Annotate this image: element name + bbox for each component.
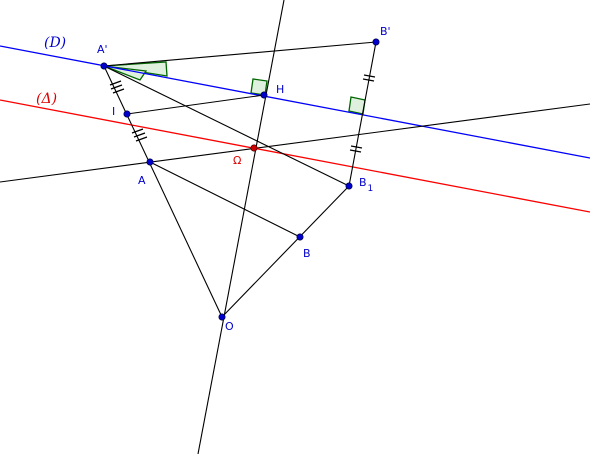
tick-marks-aprime-i — [109, 80, 125, 94]
line-through-omega — [0, 103, 590, 183]
point-b-prime — [372, 38, 380, 46]
point-h — [260, 91, 268, 99]
label-line-delta: (Δ) — [36, 91, 57, 107]
label-b1: B1 — [359, 176, 373, 194]
segment-bprime-b1 — [348, 41, 377, 187]
label-b1-subscript: 1 — [368, 184, 374, 194]
segment-aprime-o — [103, 65, 223, 318]
point-i — [123, 110, 131, 118]
right-angle-mark-h — [250, 78, 268, 96]
angle-mark-small — [103, 65, 148, 81]
line-d — [0, 45, 590, 159]
segment-i-h — [126, 94, 265, 115]
point-o — [218, 313, 226, 321]
point-omega — [250, 144, 258, 152]
point-b — [296, 233, 304, 241]
label-h: H — [276, 83, 284, 96]
label-b: B — [303, 247, 311, 260]
label-a: A — [138, 174, 146, 187]
label-a-prime: A' — [97, 43, 108, 56]
segment-aprime-bprime — [103, 41, 377, 67]
tick-marks-i-a — [131, 128, 148, 142]
line-through-o-h — [197, 0, 285, 454]
label-omega: Ω — [233, 154, 241, 167]
label-o: O — [225, 320, 234, 333]
segment-o-b1 — [221, 185, 350, 318]
point-b1 — [345, 182, 353, 190]
segment-aprime-b1 — [103, 65, 350, 187]
segment-a-b — [149, 161, 301, 238]
tick-marks-bprime-lower — [349, 145, 363, 153]
tick-marks-bprime-upper — [362, 74, 376, 82]
label-b-prime: B' — [380, 25, 391, 38]
line-delta — [0, 99, 590, 213]
label-i: I — [112, 105, 115, 118]
point-a-prime — [100, 62, 108, 70]
label-line-d: (D) — [44, 35, 66, 51]
point-a — [146, 158, 154, 166]
